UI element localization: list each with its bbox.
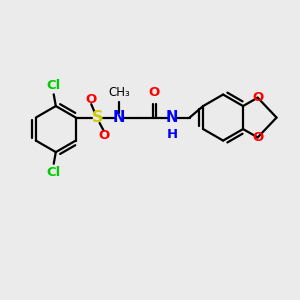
Text: O: O xyxy=(252,131,263,144)
Text: N: N xyxy=(113,110,125,125)
Text: N: N xyxy=(166,110,178,125)
Text: O: O xyxy=(98,129,110,142)
Text: O: O xyxy=(252,91,263,104)
Text: H: H xyxy=(167,128,178,141)
Text: O: O xyxy=(149,86,160,99)
Text: CH₃: CH₃ xyxy=(108,86,130,99)
Text: S: S xyxy=(92,110,103,125)
Text: Cl: Cl xyxy=(46,79,61,92)
Text: O: O xyxy=(85,94,97,106)
Text: Cl: Cl xyxy=(46,166,61,179)
